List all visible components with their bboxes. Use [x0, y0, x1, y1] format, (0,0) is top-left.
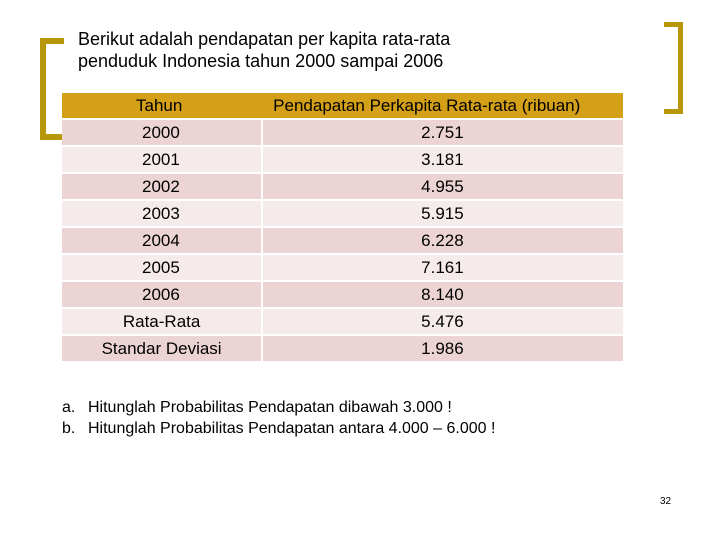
page-number: 32: [660, 496, 672, 507]
cell-year: 2001: [62, 147, 264, 172]
cell-year: 2003: [62, 201, 264, 226]
cell-income: 5.915: [263, 201, 623, 226]
questions-list: a. Hitunglah Probabilitas Pendapatan diba…: [62, 397, 495, 439]
cell-year: 2004: [62, 228, 264, 253]
income-table: Tahun Pendapatan Perkapita Rata-rata (ri…: [62, 91, 623, 363]
table-header-row: Tahun Pendapatan Perkapita Rata-rata (ri…: [62, 93, 623, 118]
table-row: 2002 4.955: [62, 174, 623, 199]
table-row: 2005 7.161: [62, 255, 623, 280]
cell-income: 8.140: [263, 282, 623, 307]
cell-year: 2006: [62, 282, 264, 307]
cell-year: 2000: [62, 120, 264, 145]
right-bracket-decoration: [664, 22, 683, 114]
cell-std-dev-value: 1.986: [263, 336, 623, 361]
header-year: Tahun: [62, 93, 264, 118]
header-income: Pendapatan Perkapita Rata-rata (ribuan): [263, 93, 623, 118]
cell-income: 4.955: [263, 174, 623, 199]
cell-income: 2.751: [263, 120, 623, 145]
title-line-1: Berikut adalah pendapatan per kapita rat…: [78, 29, 451, 49]
question-item: a. Hitunglah Probabilitas Pendapatan diba…: [62, 397, 495, 418]
cell-income: 3.181: [263, 147, 623, 172]
title-line-2: penduduk Indonesia tahun 2000 sampai 200…: [78, 51, 444, 71]
slide-title: Berikut adalah pendapatan per kapita rat…: [78, 28, 450, 72]
table-row-std-dev: Standar Deviasi 1.986: [62, 336, 623, 361]
cell-mean-label: Rata-Rata: [62, 309, 264, 334]
table-row: 2001 3.181: [62, 147, 623, 172]
question-text: Hitunglah Probabilitas Pendapatan dibawa…: [88, 399, 452, 416]
cell-std-dev-label: Standar Deviasi: [62, 336, 264, 361]
question-item: b. Hitunglah Probabilitas Pendapatan anta…: [62, 418, 495, 439]
cell-year: 2002: [62, 174, 264, 199]
question-marker: b.: [62, 420, 76, 437]
table-row: 2004 6.228: [62, 228, 623, 253]
question-text: Hitunglah Probabilitas Pendapatan antara…: [88, 420, 496, 437]
cell-income: 6.228: [263, 228, 623, 253]
cell-year: 2005: [62, 255, 264, 280]
table-row-mean: Rata-Rata 5.476: [62, 309, 623, 334]
cell-income: 7.161: [263, 255, 623, 280]
table-row: 2003 5.915: [62, 201, 623, 226]
table-row: 2006 8.140: [62, 282, 623, 307]
question-marker: a.: [62, 399, 76, 416]
table-row: 2000 2.751: [62, 120, 623, 145]
cell-mean-value: 5.476: [263, 309, 623, 334]
left-bracket-decoration: [40, 38, 64, 140]
